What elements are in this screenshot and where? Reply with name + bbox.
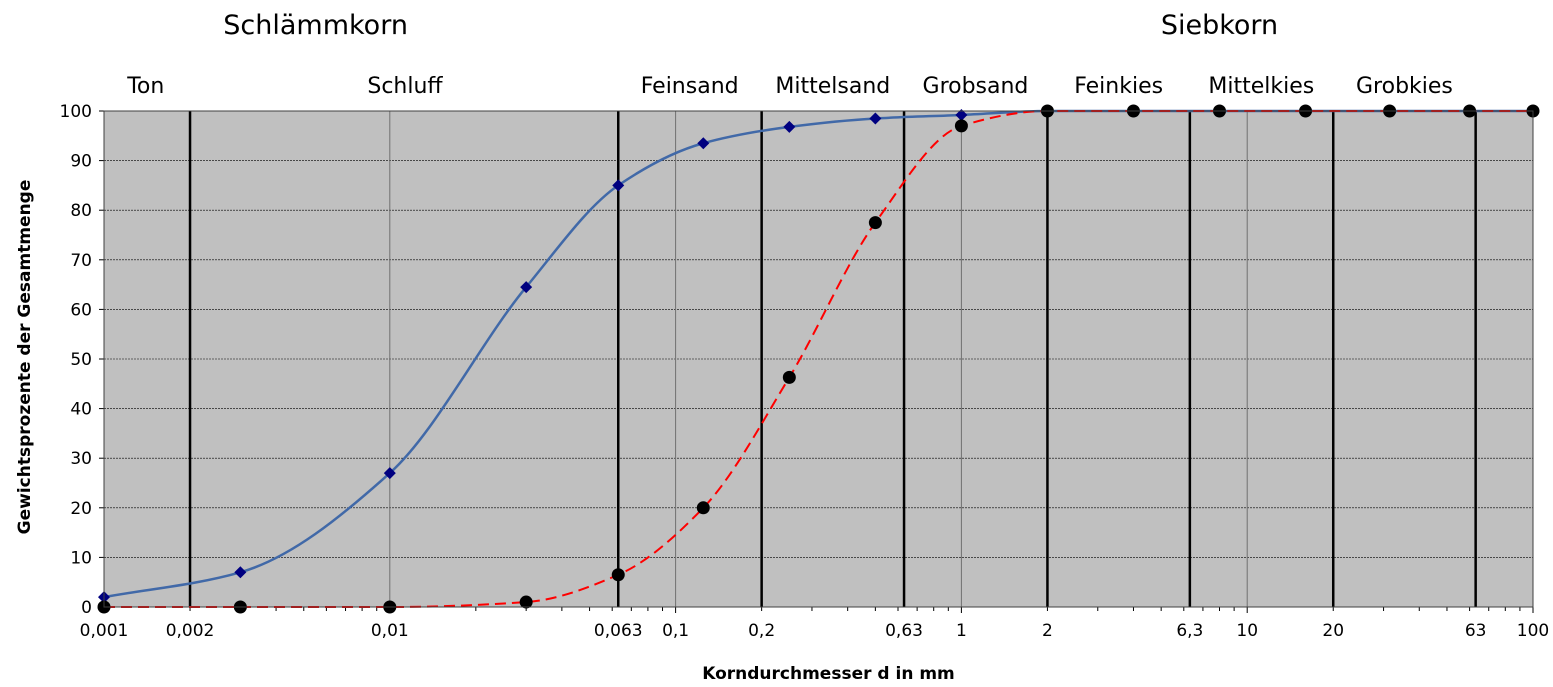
soil-class-label: Mittelkies [1208,74,1314,99]
x-axis-title: Korndurchmesser d in mm [702,664,955,684]
soil-class-label: Mittelsand [775,74,890,99]
header-group-label: Schlämmkorn [223,10,408,41]
data-point-diamond [955,108,968,121]
class-boundaries [188,111,1477,607]
x-tick-label: 63 [1465,621,1487,641]
x-tick-label: 6,3 [1176,621,1203,641]
y-tick-label: 20 [70,499,92,519]
x-tick-label: 0,01 [371,621,409,641]
header-labels: Schlämmkorn Siebkorn Ton Schluff Feinsand Mit… [126,10,1453,99]
data-point-diamond [383,467,396,480]
soil-class-label: Grobsand [923,74,1029,99]
x-tick-label: 20 [1322,621,1344,641]
y-tick-label: 60 [70,300,92,320]
data-point-circle [954,119,968,133]
x-tick-label: 1 [956,621,967,641]
y-tick-label: 80 [70,201,92,221]
x-tick-label: 100 [1517,621,1549,641]
axis-labels: 0 10 20 30 40 50 60 70 80 90 100 0,001 0,002 0,01 0,06… [60,102,1550,641]
y-tick-label: 50 [70,350,92,370]
plot-frame [103,110,1534,608]
data-point-diamond [520,281,533,294]
data-point-diamond [783,120,796,133]
soil-class-label: Grobkies [1356,74,1453,99]
data-point-circle [611,568,625,582]
data-point-diamond [697,137,710,150]
x-tick-label: 0,1 [662,621,689,641]
data-point-diamond [612,179,625,192]
gridlines [104,111,1533,607]
x-tick-label: 0,2 [748,621,775,641]
y-tick-label: 10 [70,548,92,568]
soil-class-label: Ton [126,74,164,99]
y-tick-label: 40 [70,400,92,420]
x-tick-label: 0,63 [885,621,923,641]
data-point-circle [782,370,796,384]
y-tick-label: 90 [70,152,92,172]
data-point-diamond [234,566,247,579]
x-tick-label: 0,063 [594,621,643,641]
y-tick-label: 30 [70,449,92,469]
data-point-diamond [869,112,882,125]
soil-class-label: Feinkies [1074,74,1163,99]
x-tick-label: 10 [1236,621,1258,641]
y-axis-title: Gewichtsprozente der Gesamtmenge [15,180,35,535]
y-tick-label: 0 [81,598,92,618]
data-point-circle [696,501,710,515]
y-tick-label: 70 [70,251,92,271]
soil-class-label: Schluff [367,74,443,99]
data-point-circle [868,216,882,230]
data-point-circle [519,595,533,609]
x-tick-label: 2 [1042,621,1053,641]
soil-class-label: Feinsand [641,74,739,99]
x-tick-label: 0,002 [166,621,215,641]
axis-ticks [99,110,1534,613]
header-group-label: Siebkorn [1161,10,1278,41]
x-tick-label: 0,001 [80,621,129,641]
y-tick-label: 100 [60,102,92,122]
